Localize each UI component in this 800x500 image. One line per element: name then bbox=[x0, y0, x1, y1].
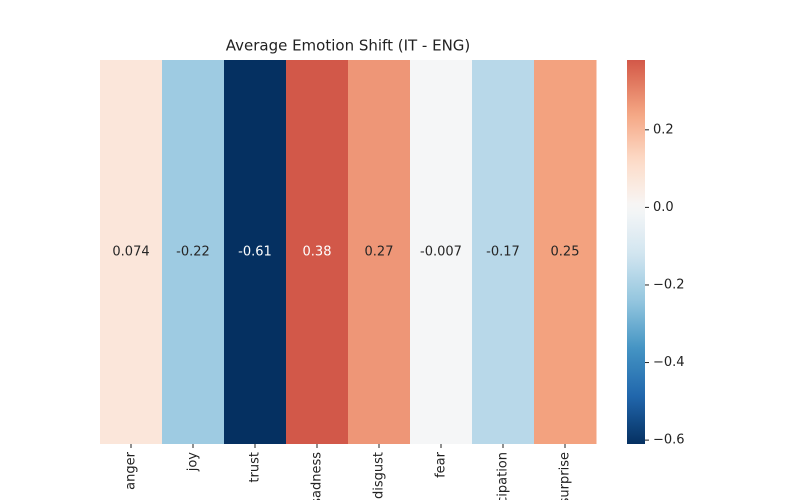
value-label: 0.25 bbox=[551, 245, 580, 260]
x-tick-label: surprise bbox=[558, 452, 573, 500]
value-label: -0.61 bbox=[238, 245, 272, 260]
colorbar-tick-label: −0.2 bbox=[653, 277, 685, 292]
value-label: -0.22 bbox=[176, 245, 210, 260]
x-tick-label: joy bbox=[186, 452, 201, 473]
x-tick-label: trust bbox=[248, 452, 263, 483]
colorbar-tick-label: −0.4 bbox=[653, 355, 685, 370]
value-label: 0.27 bbox=[365, 245, 394, 260]
x-tick-label: disgust bbox=[372, 452, 387, 499]
heatmap-cell bbox=[100, 60, 163, 444]
colorbar bbox=[627, 60, 645, 444]
chart-title: Average Emotion Shift (IT - ENG) bbox=[226, 37, 471, 55]
value-label: -0.17 bbox=[486, 245, 520, 260]
x-tick-label: anticipation bbox=[496, 452, 511, 500]
heatmap-cell bbox=[224, 60, 287, 444]
heatmap-cell bbox=[410, 60, 473, 444]
value-label: 0.074 bbox=[112, 245, 149, 260]
heatmap-cell bbox=[472, 60, 535, 444]
colorbar-tick-label: −0.6 bbox=[653, 433, 685, 448]
heatmap-cell bbox=[534, 60, 597, 444]
colorbar-tick-label: 0.2 bbox=[653, 122, 674, 137]
heatmap-cell bbox=[162, 60, 225, 444]
x-tick-label: sadness bbox=[310, 452, 325, 500]
x-tick-label: fear bbox=[434, 451, 449, 478]
value-label: 0.38 bbox=[303, 245, 332, 260]
heatmap-cell bbox=[286, 60, 349, 444]
heatmap-cell bbox=[348, 60, 411, 444]
value-label: -0.007 bbox=[420, 245, 462, 260]
colorbar-tick-label: 0.0 bbox=[653, 200, 674, 215]
x-tick-label: anger bbox=[124, 451, 139, 489]
